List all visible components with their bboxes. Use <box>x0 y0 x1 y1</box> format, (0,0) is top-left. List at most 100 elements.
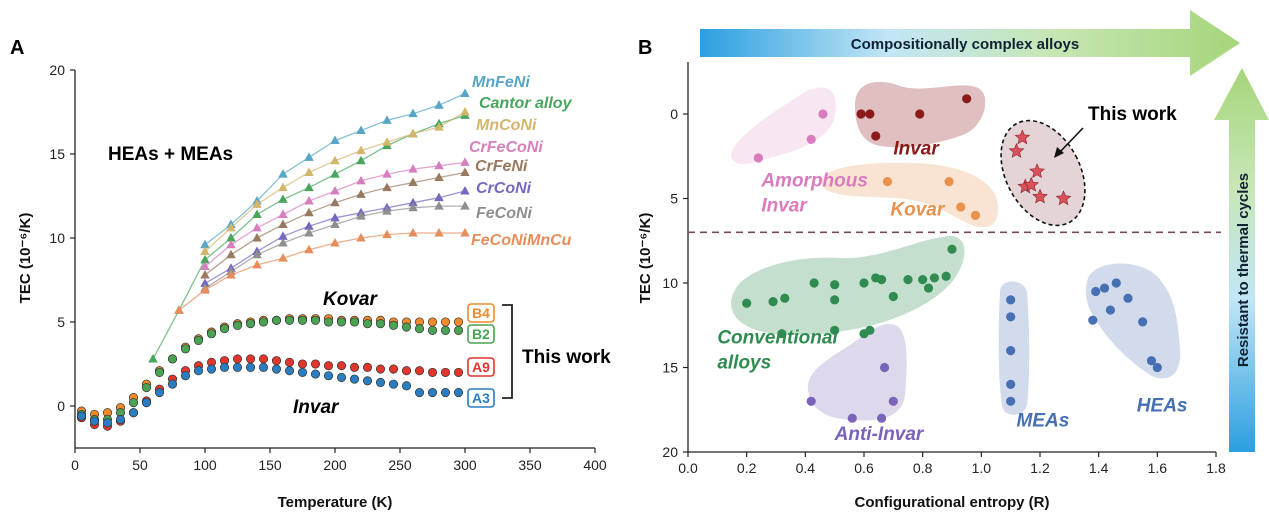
data-point <box>356 189 366 198</box>
data-point <box>180 344 191 354</box>
a-x-tick-label: 200 <box>323 457 347 473</box>
data-point <box>330 155 340 165</box>
data-point <box>323 361 334 371</box>
data-point <box>356 175 366 185</box>
data-point <box>1029 163 1045 179</box>
this-work-region <box>1000 119 1086 227</box>
data-point <box>847 413 857 423</box>
data-point <box>408 177 418 187</box>
a-x-tick-label: 300 <box>453 457 477 473</box>
data-point <box>453 317 464 327</box>
data-point <box>310 315 321 325</box>
data-point <box>330 135 340 145</box>
series-label-box <box>467 357 495 377</box>
data-point <box>245 319 256 329</box>
data-point <box>304 227 314 237</box>
data-point <box>1152 362 1162 373</box>
data-point <box>1006 379 1016 389</box>
b-y-tick-label: 10 <box>662 275 678 291</box>
data-point <box>382 169 392 178</box>
data-point <box>1123 293 1133 303</box>
data-point <box>193 335 204 346</box>
data-point <box>777 329 787 339</box>
panel-b-group-labels: Invar Amorphous Invar Kovar Conventional allo… <box>717 139 1187 446</box>
data-point <box>871 131 881 141</box>
series-label: FeCoNiMnCu <box>471 232 572 249</box>
b-y-tick-label: 20 <box>662 444 678 460</box>
group-label: Invar <box>893 139 940 160</box>
data-point <box>336 317 347 327</box>
data-point <box>284 315 295 325</box>
data-point <box>1111 278 1121 288</box>
series-label: B2 <box>472 326 490 342</box>
data-point <box>818 109 828 119</box>
data-point <box>414 366 425 376</box>
a-y-tick-label: 5 <box>57 314 65 330</box>
data-point <box>200 254 210 264</box>
panel-a: A 0 50 100 150 200 250 300 350 400 0 5 10 15 20 Temper… <box>10 37 611 511</box>
data-point <box>806 396 816 406</box>
data-point <box>388 379 399 389</box>
data-point <box>226 222 236 232</box>
data-point <box>252 233 262 242</box>
panel-a-series <box>76 88 470 431</box>
data-point <box>460 185 470 195</box>
hea-region <box>1085 263 1181 379</box>
data-point <box>970 210 981 220</box>
data-point <box>956 202 966 212</box>
data-point <box>330 238 340 247</box>
series-label: A9 <box>472 359 490 375</box>
data-point <box>304 244 314 254</box>
data-point <box>206 329 217 339</box>
data-point <box>434 227 444 237</box>
data-point <box>245 354 256 364</box>
data-point <box>408 164 418 173</box>
group-label: Anti-Invar <box>834 424 925 445</box>
data-point <box>401 381 412 391</box>
compositionally-complex-arrow <box>700 10 1240 76</box>
group-label: Amorphous <box>760 171 868 192</box>
data-point <box>408 202 418 212</box>
data-point <box>408 108 418 118</box>
series-label-box <box>467 324 495 344</box>
series-label: FeCoNi <box>476 205 533 222</box>
hea-mea-annotation: HEAs + MEAs <box>108 144 233 165</box>
data-point <box>414 388 425 398</box>
data-point <box>1099 283 1110 293</box>
data-point <box>297 367 308 377</box>
data-point <box>310 369 321 379</box>
series-label: CrCoNi <box>476 180 532 197</box>
data-point <box>226 233 236 242</box>
data-point <box>362 376 373 386</box>
a-x-tick-label: 400 <box>583 457 607 473</box>
data-point <box>460 88 470 98</box>
data-point <box>382 182 392 192</box>
group-label: alloys <box>717 353 771 374</box>
series-label: MnFeNi <box>472 74 530 91</box>
data-point <box>278 231 288 240</box>
data-point <box>434 122 444 131</box>
data-point <box>401 322 412 332</box>
data-point <box>258 362 269 372</box>
data-point <box>1091 286 1101 297</box>
data-point <box>408 197 418 207</box>
amorphous-invar-region <box>731 87 836 165</box>
data-point <box>232 320 243 330</box>
data-point <box>1088 315 1098 325</box>
data-point <box>382 229 392 239</box>
data-point <box>809 278 819 288</box>
data-point <box>356 125 366 134</box>
conventional-region <box>731 236 965 336</box>
data-point <box>460 227 470 237</box>
b-y-axis-title: TEC (10⁻⁶/K) <box>637 213 654 304</box>
data-point <box>453 388 464 398</box>
data-point <box>336 372 347 382</box>
data-point <box>923 283 934 293</box>
data-point <box>742 298 752 308</box>
data-point <box>375 364 386 374</box>
data-point <box>865 325 875 335</box>
data-point <box>226 249 236 259</box>
arrow-vertical-label: Resistant to thermal cycles <box>1235 173 1252 367</box>
data-point <box>226 239 236 249</box>
data-point <box>252 209 262 218</box>
